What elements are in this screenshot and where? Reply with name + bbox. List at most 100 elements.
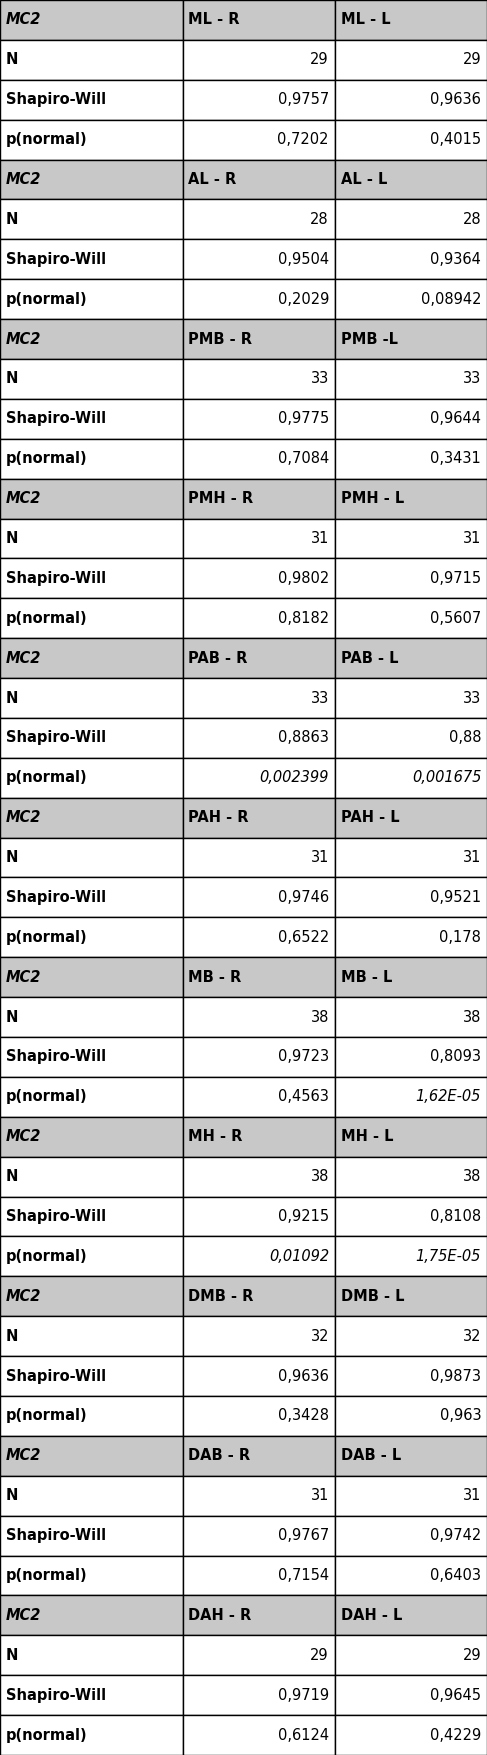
Text: 0,7202: 0,7202 bbox=[278, 132, 329, 147]
Text: Shapiro-Will: Shapiro-Will bbox=[6, 570, 106, 586]
Text: 0,9723: 0,9723 bbox=[278, 1049, 329, 1065]
Text: 33: 33 bbox=[311, 690, 329, 706]
Text: 0,9742: 0,9742 bbox=[430, 1529, 481, 1543]
Text: AL - R: AL - R bbox=[188, 172, 237, 188]
Bar bbox=[335, 79, 487, 119]
Text: 0,6403: 0,6403 bbox=[430, 1567, 481, 1583]
Text: 0,2029: 0,2029 bbox=[278, 291, 329, 307]
Bar bbox=[0, 1157, 183, 1197]
Bar bbox=[335, 758, 487, 799]
Text: 0,9504: 0,9504 bbox=[278, 251, 329, 267]
Bar bbox=[335, 1157, 487, 1197]
Text: 38: 38 bbox=[463, 1169, 481, 1185]
Bar bbox=[0, 1078, 183, 1116]
Bar bbox=[183, 799, 335, 837]
Bar bbox=[335, 200, 487, 239]
Text: 31: 31 bbox=[463, 1488, 481, 1504]
Bar bbox=[183, 1316, 335, 1357]
Bar bbox=[0, 160, 183, 200]
Bar bbox=[335, 319, 487, 360]
Bar bbox=[0, 1436, 183, 1476]
Bar bbox=[183, 997, 335, 1037]
Text: Shapiro-Will: Shapiro-Will bbox=[6, 251, 106, 267]
Bar bbox=[183, 1237, 335, 1276]
Text: 32: 32 bbox=[463, 1329, 481, 1344]
Bar bbox=[183, 677, 335, 718]
Bar bbox=[183, 1078, 335, 1116]
Text: N: N bbox=[6, 690, 18, 706]
Text: 0,9873: 0,9873 bbox=[430, 1369, 481, 1383]
Bar bbox=[183, 1555, 335, 1595]
Bar bbox=[183, 1395, 335, 1436]
Bar bbox=[0, 40, 183, 79]
Text: N: N bbox=[6, 53, 18, 67]
Bar bbox=[183, 956, 335, 997]
Bar bbox=[183, 160, 335, 200]
Bar bbox=[335, 518, 487, 558]
Bar bbox=[183, 918, 335, 956]
Text: N: N bbox=[6, 532, 18, 546]
Text: 0,9215: 0,9215 bbox=[278, 1209, 329, 1223]
Text: 0,8182: 0,8182 bbox=[278, 611, 329, 627]
Text: PMB -L: PMB -L bbox=[341, 332, 398, 346]
Text: p(normal): p(normal) bbox=[6, 291, 88, 307]
Bar bbox=[335, 1237, 487, 1276]
Bar bbox=[0, 1037, 183, 1078]
Text: 0,8093: 0,8093 bbox=[430, 1049, 481, 1065]
Text: 0,5607: 0,5607 bbox=[430, 611, 481, 627]
Text: DAH - L: DAH - L bbox=[341, 1608, 402, 1623]
Bar bbox=[183, 598, 335, 639]
Text: 1,75E-05: 1,75E-05 bbox=[416, 1250, 481, 1264]
Bar bbox=[335, 1276, 487, 1316]
Bar bbox=[183, 200, 335, 239]
Bar bbox=[0, 1316, 183, 1357]
Text: 29: 29 bbox=[463, 53, 481, 67]
Bar bbox=[0, 758, 183, 799]
Text: 0,9802: 0,9802 bbox=[278, 570, 329, 586]
Bar bbox=[0, 997, 183, 1037]
Bar bbox=[0, 1636, 183, 1676]
Bar bbox=[0, 518, 183, 558]
Bar bbox=[0, 956, 183, 997]
Text: N: N bbox=[6, 372, 18, 386]
Bar bbox=[335, 1037, 487, 1078]
Text: PAB - L: PAB - L bbox=[341, 651, 398, 665]
Text: Shapiro-Will: Shapiro-Will bbox=[6, 1209, 106, 1223]
Text: DAB - R: DAB - R bbox=[188, 1448, 251, 1464]
Bar bbox=[335, 1595, 487, 1636]
Text: 0,9715: 0,9715 bbox=[430, 570, 481, 586]
Bar bbox=[183, 1715, 335, 1755]
Text: 0,002399: 0,002399 bbox=[260, 770, 329, 784]
Text: p(normal): p(normal) bbox=[6, 451, 88, 467]
Bar bbox=[335, 1395, 487, 1436]
Bar bbox=[335, 479, 487, 518]
Bar bbox=[0, 799, 183, 837]
Text: Shapiro-Will: Shapiro-Will bbox=[6, 890, 106, 906]
Bar bbox=[335, 837, 487, 878]
Bar bbox=[0, 1357, 183, 1395]
Bar bbox=[183, 837, 335, 878]
Bar bbox=[183, 1037, 335, 1078]
Bar bbox=[0, 1516, 183, 1555]
Bar bbox=[335, 639, 487, 677]
Bar bbox=[0, 1595, 183, 1636]
Text: 0,963: 0,963 bbox=[440, 1409, 481, 1423]
Bar bbox=[335, 1078, 487, 1116]
Text: p(normal): p(normal) bbox=[6, 770, 88, 784]
Bar bbox=[335, 1116, 487, 1157]
Text: 0,4015: 0,4015 bbox=[430, 132, 481, 147]
Bar bbox=[183, 239, 335, 279]
Bar bbox=[0, 239, 183, 279]
Text: ML - L: ML - L bbox=[341, 12, 390, 28]
Bar bbox=[0, 119, 183, 160]
Bar bbox=[335, 40, 487, 79]
Bar bbox=[183, 439, 335, 479]
Text: 0,3431: 0,3431 bbox=[431, 451, 481, 467]
Text: 0,3428: 0,3428 bbox=[278, 1409, 329, 1423]
Text: 1,62E-05: 1,62E-05 bbox=[416, 1090, 481, 1104]
Bar bbox=[0, 639, 183, 677]
Text: N: N bbox=[6, 212, 18, 226]
Text: 0,01092: 0,01092 bbox=[269, 1250, 329, 1264]
Text: DMB - L: DMB - L bbox=[341, 1288, 404, 1304]
Bar bbox=[183, 1476, 335, 1516]
